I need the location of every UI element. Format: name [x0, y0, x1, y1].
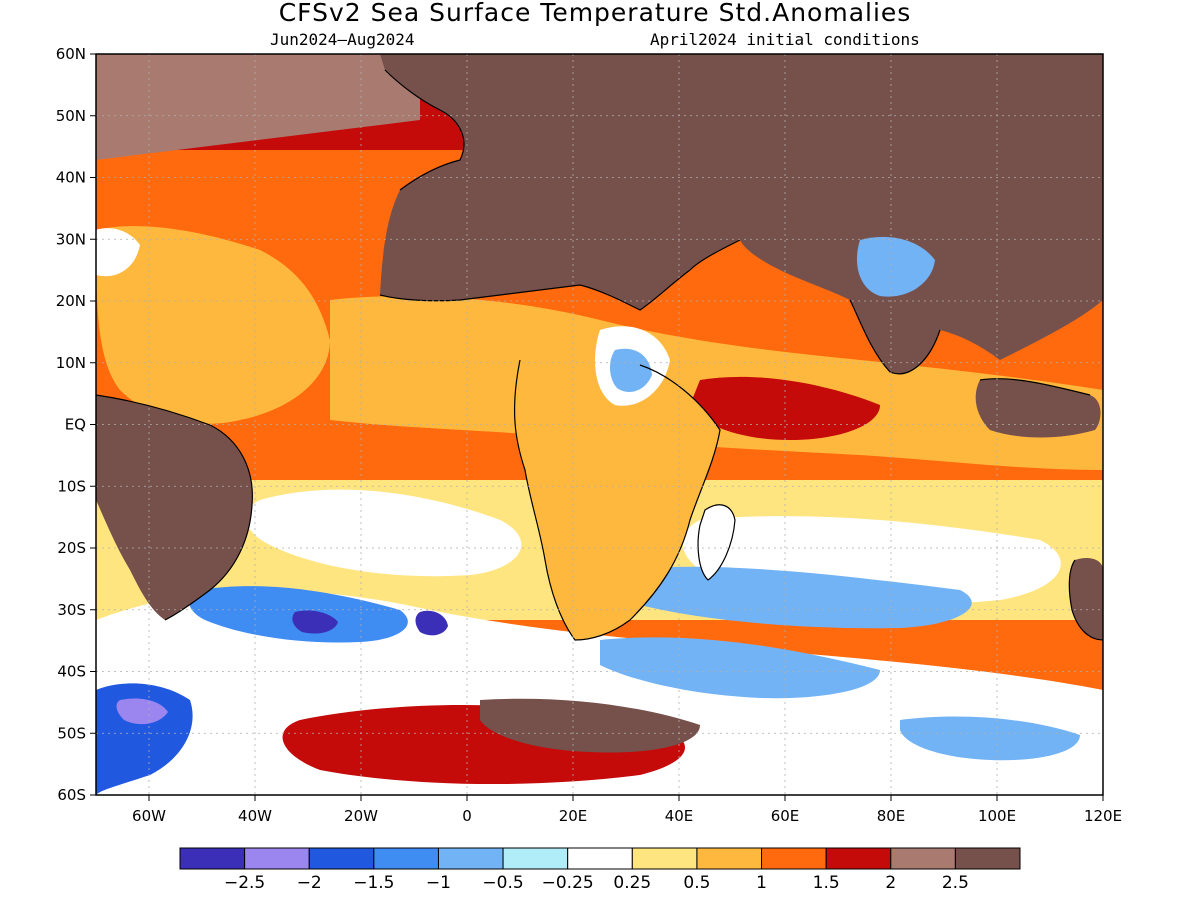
- longitude-axis: 60W 40W 20W 0 20E 40E 60E 80E 100E 120E: [132, 795, 1122, 825]
- lon-tick-label: 100E: [978, 807, 1016, 825]
- colorbar: −2.5 −2 −1.5 −1 −0.5 −0.25 0.25 0.5 1 1.5 2 2.5: [179, 847, 1021, 893]
- coastlines: [96, 69, 1103, 641]
- lat-tick-label: 10S: [57, 477, 86, 495]
- colorbar-swatch: [437, 847, 504, 870]
- anomaly-cool-core-1: [292, 610, 338, 634]
- map-title: CFSv2 Sea Surface Temperature Std.Anomal…: [278, 0, 912, 27]
- lon-tick-label: 40W: [238, 807, 272, 825]
- anomaly-south-band-strong: [480, 698, 700, 753]
- colorbar-swatch: [696, 847, 763, 870]
- anomaly-tna-white: [96, 228, 140, 277]
- colorbar-label: −1: [426, 873, 451, 893]
- map-field: [96, 54, 1103, 795]
- colorbar-label: −2: [297, 873, 322, 893]
- colorbar-label: −2.5: [224, 873, 265, 893]
- anomaly-south-indian-cool: [604, 566, 972, 629]
- colorbar-swatch: [761, 847, 827, 870]
- latitude-axis: 60N 50N 40N 30N 20N 10N EQ 10S 20S 30S 40S 50S 60S: [56, 45, 96, 804]
- lat-tick-label: 50N: [56, 107, 86, 125]
- anomaly-cool-core-2: [415, 610, 448, 636]
- colorbar-swatch: [502, 847, 569, 870]
- land-madagascar: [698, 504, 735, 580]
- lat-tick-label: 40S: [57, 663, 86, 681]
- colorbar-label: 1: [756, 873, 767, 893]
- lat-tick-label: 10N: [56, 354, 86, 372]
- lat-tick-label: EQ: [65, 416, 86, 434]
- land-greenland: [96, 54, 224, 105]
- land-masses: [96, 54, 1103, 640]
- colorbar-swatch: [179, 847, 246, 870]
- colorbar-swatch: [631, 847, 698, 870]
- colorbar-label: 1.5: [813, 873, 840, 893]
- colorbar-swatch: [308, 847, 375, 870]
- colorbar-swatch: [890, 847, 956, 870]
- colorbar-label: 2: [885, 873, 896, 893]
- lat-tick-label: 20S: [57, 539, 86, 557]
- lat-tick-label: 60S: [57, 786, 86, 804]
- lon-tick-label: 60E: [771, 807, 800, 825]
- lon-tick-label: 80E: [877, 807, 906, 825]
- lon-tick-label: 120E: [1084, 807, 1122, 825]
- lon-tick-label: 20E: [559, 807, 588, 825]
- land-south-america: [96, 395, 253, 620]
- colorbar-label: −0.5: [482, 873, 523, 893]
- lat-tick-label: 60N: [56, 45, 86, 63]
- anomaly-south-atlantic-white: [246, 489, 522, 577]
- colorbar-swatch: [567, 847, 633, 870]
- colorbar-label: −0.25: [542, 873, 594, 893]
- anomaly-horn-cool: [609, 348, 652, 392]
- anomaly-drake-core: [116, 698, 168, 725]
- lon-tick-label: 60W: [132, 807, 166, 825]
- colorbar-label: −1.5: [353, 873, 394, 893]
- lat-tick-label: 50S: [57, 724, 86, 742]
- anomaly-india-cool: [856, 236, 935, 297]
- land-africa-south: [514, 357, 720, 640]
- colorbar-swatch: [373, 847, 439, 870]
- forecast-period: Jun2024–Aug2024: [270, 30, 415, 49]
- anomaly-south-indian-belt: [600, 637, 880, 699]
- land-eurasia-africa-north: [380, 54, 1103, 374]
- land-australia-west: [1069, 558, 1103, 640]
- colorbar-label: 0.5: [683, 873, 710, 893]
- colorbar-swatch: [954, 847, 1021, 870]
- lat-tick-label: 40N: [56, 169, 86, 187]
- lat-tick-label: 20N: [56, 292, 86, 310]
- colorbar-swatch: [825, 847, 892, 870]
- anomaly-tropical-north-atlantic: [96, 226, 330, 424]
- initial-conditions: April2024 initial conditions: [650, 30, 920, 49]
- lat-tick-label: 30N: [56, 230, 86, 248]
- lat-tick-label: 30S: [57, 601, 86, 619]
- lon-tick-label: 20W: [344, 807, 378, 825]
- lon-tick-label: 40E: [665, 807, 694, 825]
- land-maritime-continent: [975, 378, 1101, 438]
- colorbar-swatch: [244, 847, 310, 870]
- anomaly-se-indian-cool: [900, 716, 1080, 761]
- colorbar-label: 2.5: [942, 873, 969, 893]
- lon-tick-label: 0: [462, 807, 472, 825]
- colorbar-label: 0.25: [613, 873, 651, 893]
